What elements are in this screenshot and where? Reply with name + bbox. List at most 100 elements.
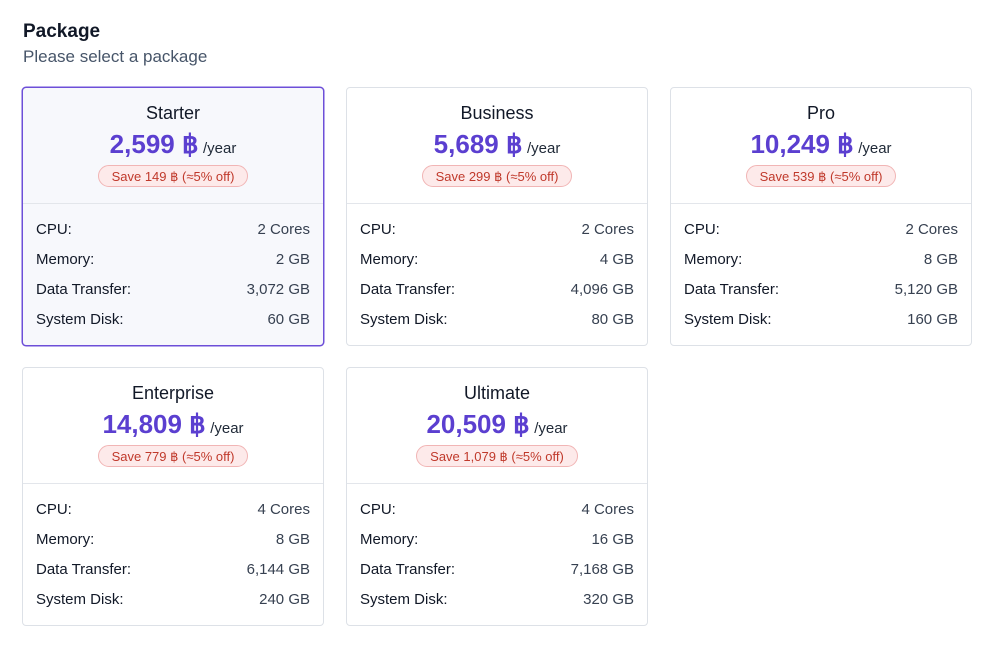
package-card-header: Enterprise 14,809 ฿ /year Save 779 ฿ (≈5… (23, 368, 323, 484)
spec-label: Data Transfer: (360, 561, 456, 578)
spec-value: 2 Cores (905, 221, 958, 238)
package-card-header: Pro 10,249 ฿ /year Save 539 ฿ (≈5% off) (671, 88, 971, 204)
spec-row-disk: System Disk: 60 GB (36, 307, 310, 337)
package-name: Enterprise (131, 383, 215, 403)
spec-value: 4,096 GB (570, 281, 634, 298)
spec-label: CPU: (360, 221, 396, 238)
spec-list: CPU: 2 Cores Memory: 4 GB Data Transfer:… (347, 204, 647, 337)
spec-value: 8 GB (923, 251, 958, 268)
spec-label: CPU: (360, 501, 396, 518)
package-card-business[interactable]: Business 5,689 ฿ /year Save 299 ฿ (≈5% o… (346, 87, 648, 346)
spec-row-transfer: Data Transfer: 6,144 GB (36, 557, 310, 587)
spec-row-disk: System Disk: 320 GB (360, 587, 634, 617)
package-name: Pro (806, 103, 835, 123)
spec-list: CPU: 4 Cores Memory: 8 GB Data Transfer:… (23, 484, 323, 617)
package-card-header: Business 5,689 ฿ /year Save 299 ฿ (≈5% o… (347, 88, 647, 204)
spec-row-memory: Memory: 8 GB (684, 247, 958, 277)
spec-label: Memory: (360, 251, 419, 268)
spec-label: Memory: (36, 251, 95, 268)
spec-label: Data Transfer: (36, 281, 132, 298)
spec-label: System Disk: (36, 591, 124, 608)
spec-row-cpu: CPU: 2 Cores (360, 217, 634, 247)
price-line: 5,689 ฿ /year (347, 128, 647, 160)
package-card-ultimate[interactable]: Ultimate 20,509 ฿ /year Save 1,079 ฿ (≈5… (346, 367, 648, 626)
price-line: 20,509 ฿ /year (347, 408, 647, 440)
spec-row-memory: Memory: 16 GB (360, 527, 634, 557)
spec-value: 7,168 GB (570, 561, 634, 578)
package-name: Ultimate (463, 383, 530, 403)
package-card-header: Starter 2,599 ฿ /year Save 149 ฿ (≈5% of… (23, 88, 323, 204)
spec-value: 2 Cores (581, 221, 634, 238)
spec-row-transfer: Data Transfer: 3,072 GB (36, 277, 310, 307)
spec-value: 80 GB (591, 311, 634, 328)
spec-value: 160 GB (907, 311, 958, 328)
spec-row-disk: System Disk: 80 GB (360, 307, 634, 337)
spec-value: 2 GB (275, 251, 310, 268)
spec-label: System Disk: (684, 311, 772, 328)
spec-row-cpu: CPU: 4 Cores (360, 497, 634, 527)
price-line: 10,249 ฿ /year (671, 128, 971, 160)
package-name: Business (460, 103, 534, 123)
price-period: /year (526, 140, 561, 157)
spec-list: CPU: 4 Cores Memory: 16 GB Data Transfer… (347, 484, 647, 617)
price-amount: 20,509 ฿ (426, 409, 530, 439)
package-name: Starter (145, 103, 201, 123)
page-subtitle: Please select a package (23, 47, 208, 66)
spec-row-memory: Memory: 8 GB (36, 527, 310, 557)
spec-value: 4 GB (599, 251, 634, 268)
spec-row-cpu: CPU: 2 Cores (36, 217, 310, 247)
spec-value: 2 Cores (257, 221, 310, 238)
spec-value: 6,144 GB (246, 561, 310, 578)
spec-value: 3,072 GB (246, 281, 310, 298)
spec-list: CPU: 2 Cores Memory: 2 GB Data Transfer:… (23, 204, 323, 337)
spec-row-memory: Memory: 4 GB (360, 247, 634, 277)
spec-label: System Disk: (360, 591, 448, 608)
price-amount: 5,689 ฿ (433, 129, 523, 159)
spec-value: 4 Cores (581, 501, 634, 518)
spec-label: CPU: (684, 221, 720, 238)
price-line: 14,809 ฿ /year (23, 408, 323, 440)
spec-label: CPU: (36, 221, 72, 238)
spec-label: Memory: (684, 251, 743, 268)
spec-row-cpu: CPU: 2 Cores (684, 217, 958, 247)
spec-value: 16 GB (591, 531, 634, 548)
spec-label: Data Transfer: (36, 561, 132, 578)
price-amount: 10,249 ฿ (750, 129, 854, 159)
discount-badge: Save 779 ฿ (≈5% off) (97, 445, 249, 467)
spec-label: System Disk: (36, 311, 124, 328)
spec-row-disk: System Disk: 240 GB (36, 587, 310, 617)
spec-row-transfer: Data Transfer: 7,168 GB (360, 557, 634, 587)
price-amount: 14,809 ฿ (102, 409, 206, 439)
spec-value: 320 GB (583, 591, 634, 608)
spec-label: System Disk: (360, 311, 448, 328)
spec-row-disk: System Disk: 160 GB (684, 307, 958, 337)
spec-list: CPU: 2 Cores Memory: 8 GB Data Transfer:… (671, 204, 971, 337)
spec-value: 8 GB (275, 531, 310, 548)
spec-row-transfer: Data Transfer: 4,096 GB (360, 277, 634, 307)
package-card-pro[interactable]: Pro 10,249 ฿ /year Save 539 ฿ (≈5% off) … (670, 87, 972, 346)
price-amount: 2,599 ฿ (109, 129, 199, 159)
price-period: /year (210, 420, 244, 437)
price-period: /year (858, 140, 892, 157)
spec-value: 240 GB (259, 591, 310, 608)
spec-row-cpu: CPU: 4 Cores (36, 497, 310, 527)
package-card-enterprise[interactable]: Enterprise 14,809 ฿ /year Save 779 ฿ (≈5… (22, 367, 324, 626)
package-card-header: Ultimate 20,509 ฿ /year Save 1,079 ฿ (≈5… (347, 368, 647, 484)
spec-label: Memory: (360, 531, 419, 548)
price-line: 2,599 ฿ /year (23, 128, 323, 160)
discount-badge: Save 299 ฿ (≈5% off) (421, 165, 573, 187)
spec-label: CPU: (36, 501, 72, 518)
spec-label: Memory: (36, 531, 95, 548)
discount-badge: Save 1,079 ฿ (≈5% off) (416, 445, 578, 467)
package-card-starter[interactable]: Starter 2,599 ฿ /year Save 149 ฿ (≈5% of… (22, 87, 324, 346)
price-period: /year (534, 420, 568, 437)
package-grid: Starter 2,599 ฿ /year Save 149 ฿ (≈5% of… (22, 87, 972, 626)
discount-badge: Save 149 ฿ (≈5% off) (97, 165, 249, 187)
page-title: Package (23, 21, 101, 42)
spec-label: Data Transfer: (684, 281, 780, 298)
spec-row-memory: Memory: 2 GB (36, 247, 310, 277)
spec-value: 5,120 GB (894, 281, 958, 298)
spec-value: 60 GB (267, 311, 310, 328)
discount-badge: Save 539 ฿ (≈5% off) (745, 165, 897, 187)
